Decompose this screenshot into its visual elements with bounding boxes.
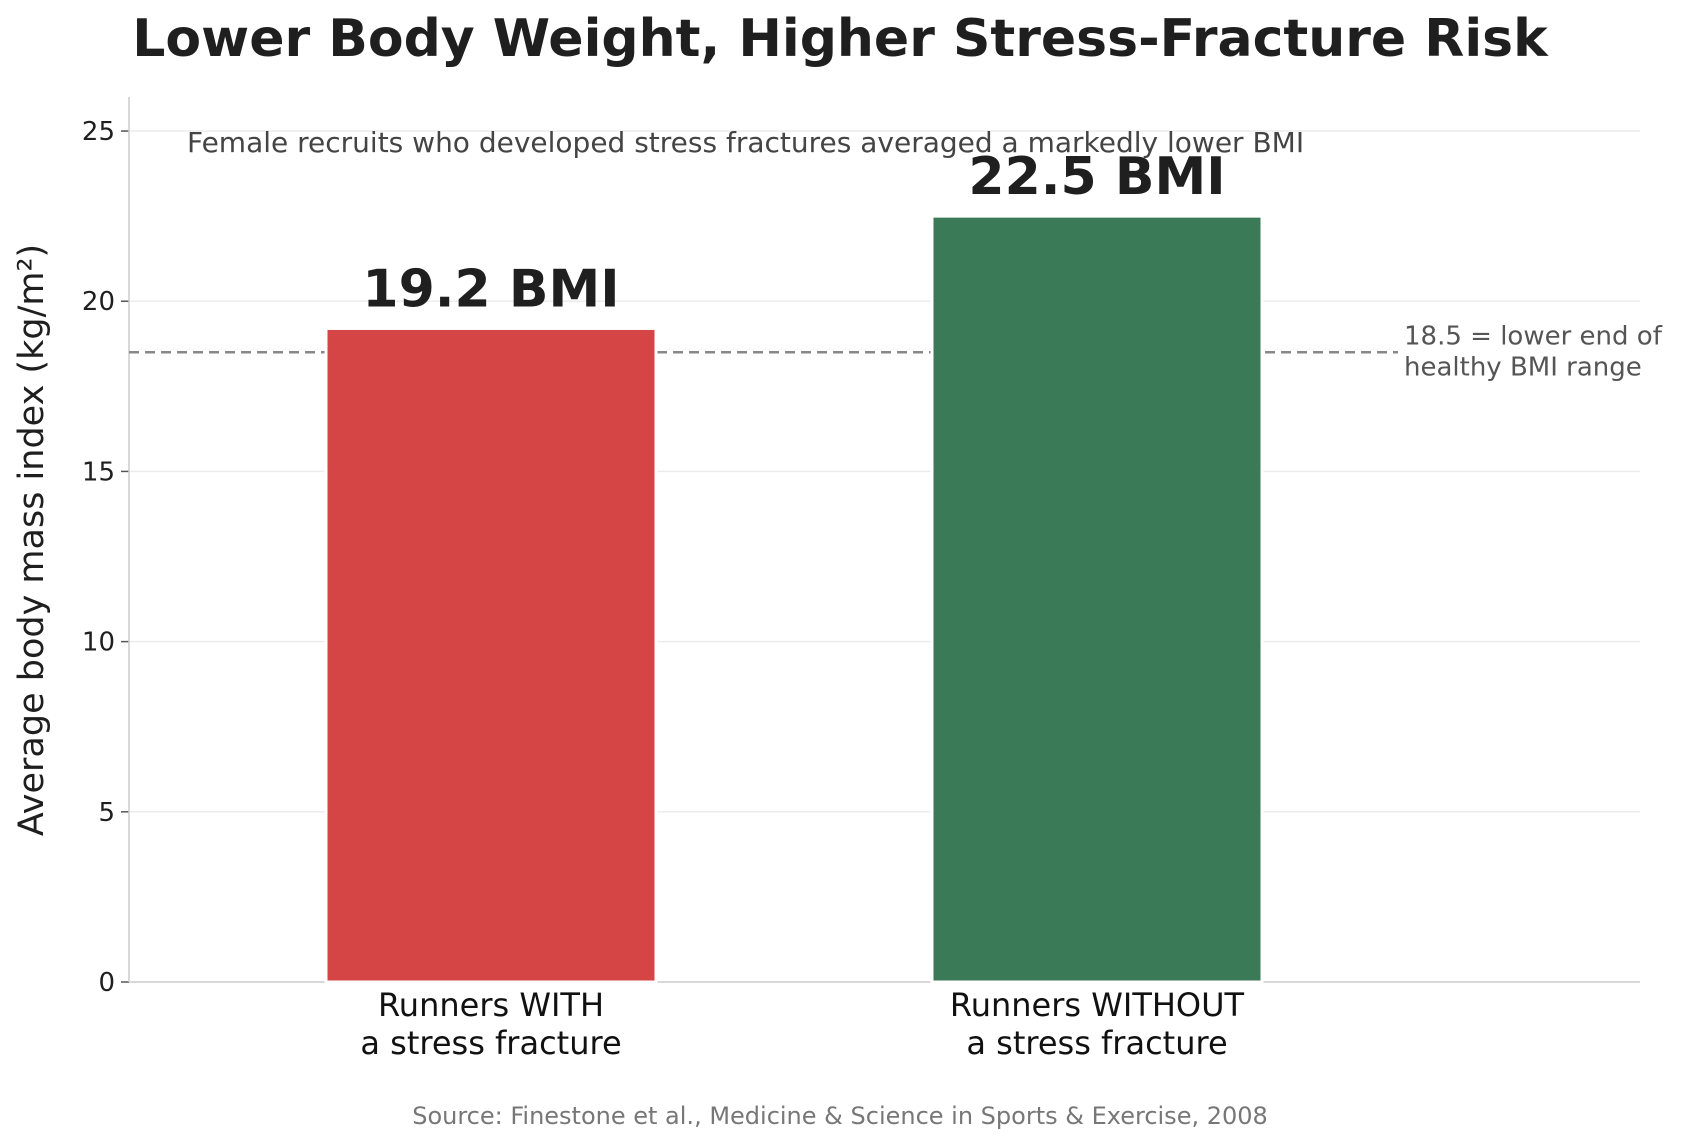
bar-value-label: 19.2 BMI bbox=[362, 259, 619, 319]
x-category-label: a stress fracture bbox=[966, 1024, 1227, 1062]
reference-line-label: healthy BMI range bbox=[1404, 352, 1642, 382]
y-axis-label: Average body mass index (kg/m²) bbox=[12, 244, 52, 836]
source-note: Source: Finestone et al., Medicine & Sci… bbox=[412, 1102, 1268, 1130]
reference-line-label: 18.5 = lower end of bbox=[1404, 321, 1663, 351]
y-tick-label: 5 bbox=[98, 798, 115, 828]
bar bbox=[930, 214, 1264, 984]
chart-subtitle: Female recruits who developed stress fra… bbox=[187, 126, 1304, 159]
x-category-label: Runners WITH bbox=[378, 986, 604, 1024]
y-tick-label: 10 bbox=[82, 628, 115, 658]
x-category-label: Runners WITHOUT bbox=[950, 986, 1245, 1024]
chart-title: Lower Body Weight, Higher Stress-Fractur… bbox=[132, 9, 1549, 69]
bar-value-label: 22.5 BMI bbox=[968, 147, 1225, 207]
y-tick-label: 0 bbox=[98, 968, 115, 998]
bar bbox=[324, 326, 658, 984]
y-tick-label: 20 bbox=[82, 287, 115, 317]
x-category-label: a stress fracture bbox=[360, 1024, 621, 1062]
y-tick-label: 25 bbox=[82, 117, 115, 147]
reference-label-backing bbox=[1398, 318, 1668, 383]
y-tick-label: 15 bbox=[82, 457, 115, 487]
